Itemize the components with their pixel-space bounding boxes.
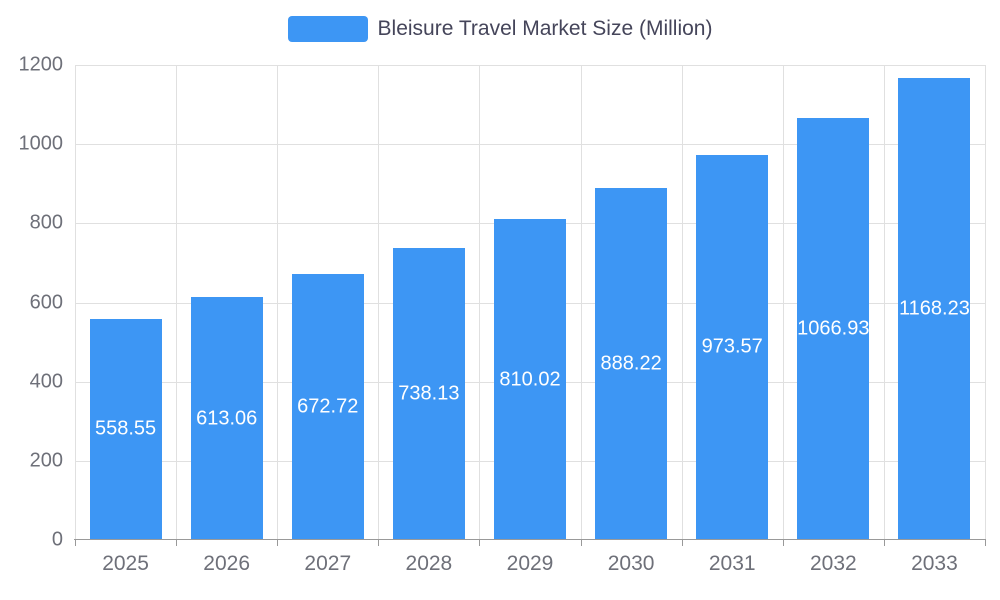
x-gridline	[176, 65, 178, 540]
x-axis-tick	[580, 540, 582, 546]
x-axis-tick-label: 2031	[708, 552, 756, 575]
bar-2032: 1066.93	[797, 117, 870, 540]
x-axis-tick	[479, 540, 481, 546]
bar-value-label: 613.06	[196, 407, 258, 430]
x-gridline	[681, 65, 683, 540]
x-axis-tick-label: 2026	[203, 552, 251, 575]
y-axis-tick-label: 0	[51, 528, 63, 551]
bar-value-label: 810.02	[499, 368, 561, 391]
bar-2033: 1168.23	[898, 77, 971, 540]
x-axis-tick	[782, 540, 784, 546]
x-axis-tick-label: 2032	[809, 552, 857, 575]
x-axis-line	[74, 539, 986, 540]
bar-value-label: 973.57	[701, 335, 763, 358]
x-gridline	[378, 65, 380, 540]
legend-swatch-icon	[287, 16, 368, 42]
plot-area: 0 200 400 600 800 1000 1200 558.55 2025 613.06 202…	[19, 54, 986, 575]
x-axis-tick	[277, 540, 279, 546]
x-gridline	[883, 65, 885, 540]
x-axis-tick-label: 2029	[506, 552, 554, 575]
x-gridline	[479, 65, 481, 540]
x-gridline	[985, 65, 986, 540]
x-gridline	[580, 65, 582, 540]
x-gridline	[75, 65, 76, 540]
y-gridline	[75, 144, 985, 146]
x-axis-tick	[681, 540, 683, 546]
bar-value-label: 738.13	[398, 382, 460, 405]
x-axis-tick-label: 2030	[607, 552, 655, 575]
legend-label: Bleisure Travel Market Size (Million)	[377, 17, 713, 40]
x-axis-tick	[985, 540, 986, 546]
y-gridline	[75, 65, 985, 66]
bar-2028: 738.13	[392, 247, 465, 540]
x-gridline	[277, 65, 279, 540]
x-axis-tick	[75, 540, 76, 546]
y-axis-tick-label: 400	[29, 370, 63, 393]
x-gridline	[782, 65, 784, 540]
bar-2029: 810.02	[494, 219, 566, 540]
x-axis-tick-label: 2027	[304, 552, 352, 575]
bar-value-label: 888.22	[600, 352, 662, 375]
legend[interactable]: Bleisure Travel Market Size (Million)	[0, 16, 1000, 42]
bar-2027: 672.72	[291, 273, 364, 540]
x-axis-tick-label: 2028	[405, 552, 453, 575]
x-axis-tick	[378, 540, 380, 546]
bar-value-label: 558.55	[94, 417, 157, 440]
y-axis-tick-label: 1200	[18, 53, 64, 76]
x-axis-tick-label: 2033	[911, 552, 958, 575]
bar-2030: 888.22	[595, 188, 668, 540]
y-axis-tick-label: 1000	[18, 132, 64, 155]
y-axis-tick-label: 600	[29, 291, 63, 313]
x-axis-tick	[176, 540, 178, 546]
y-axis-tick-label: 800	[29, 211, 63, 234]
x-axis-tick	[883, 540, 885, 546]
bar-2025: 558.55	[89, 318, 162, 540]
bar-value-label: 672.72	[297, 395, 359, 418]
x-axis-tick-label: 2025	[102, 552, 149, 575]
bar-value-label: 1168.23	[899, 297, 970, 320]
bar-value-label: 1066.93	[797, 317, 870, 340]
bar-2026: 613.06	[190, 297, 263, 540]
bar-2031: 973.57	[696, 154, 769, 540]
y-axis-tick-label: 200	[29, 449, 63, 472]
